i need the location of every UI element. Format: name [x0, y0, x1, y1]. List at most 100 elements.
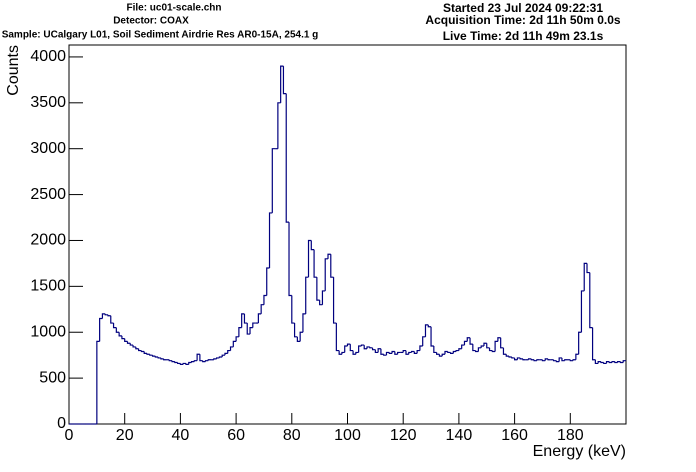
- histogram-bin: [419, 345, 423, 351]
- histogram-bin: [516, 357, 521, 360]
- histogram-bin: [358, 345, 362, 353]
- histogram-bin: [179, 363, 184, 365]
- histogram-bin: [369, 346, 373, 349]
- histogram-bin: [160, 357, 164, 360]
- histogram-bin: [307, 239, 312, 278]
- sample-label: Sample: UCalgary L01, Soil Sediment Aird…: [2, 30, 319, 41]
- histogram-bin: [216, 357, 220, 359]
- x-tick-label: 140: [446, 427, 473, 444]
- histogram-bin: [413, 351, 418, 354]
- histogram-bin: [149, 354, 153, 356]
- histogram-bin: [452, 350, 457, 354]
- histogram-bin: [522, 358, 526, 361]
- histogram-bin: [285, 93, 290, 223]
- histogram-bin: [196, 353, 200, 361]
- histogram-bin: [335, 323, 340, 352]
- histogram-bin: [291, 295, 295, 324]
- histogram-bin: [466, 337, 471, 342]
- histogram-bin: [594, 359, 599, 365]
- histogram-bin: [207, 359, 212, 361]
- histogram-bin: [193, 360, 198, 362]
- histogram-bin: [126, 341, 131, 344]
- histogram-bin: [494, 340, 498, 352]
- histogram-bin: [477, 347, 482, 352]
- histogram-bin: [422, 336, 426, 346]
- histogram-bin: [564, 359, 568, 361]
- started-label: Started 23 Jul 2024 09:22:31: [443, 1, 603, 15]
- histogram-bin: [455, 349, 459, 352]
- histogram-bin: [321, 290, 326, 305]
- histogram-bin: [619, 361, 624, 364]
- histogram-bin: [104, 313, 108, 316]
- histogram-bin: [544, 358, 549, 361]
- x-tick-label: 60: [227, 427, 245, 444]
- histogram-bin: [316, 277, 320, 301]
- histogram-bin: [199, 354, 203, 362]
- y-tick-label: 1500: [30, 278, 66, 295]
- histogram-bin: [296, 336, 301, 343]
- histogram-bin: [558, 357, 562, 362]
- x-tick-label: 40: [172, 427, 190, 444]
- histogram-bin: [305, 276, 309, 314]
- histogram-bin: [530, 358, 535, 361]
- histogram-bin: [380, 348, 384, 355]
- histogram-bin: [402, 349, 406, 353]
- histogram-bin: [578, 331, 582, 355]
- histogram-bin: [575, 353, 579, 360]
- histogram-bin: [433, 345, 437, 354]
- x-tick-label: 180: [557, 427, 584, 444]
- histogram-bin: [319, 300, 323, 306]
- histogram-bin: [232, 340, 237, 347]
- histogram-bin: [163, 358, 167, 361]
- histogram-bin: [332, 277, 337, 324]
- histogram-bin: [96, 340, 100, 424]
- histogram-bin: [405, 350, 409, 355]
- x-tick-label: 0: [65, 427, 74, 444]
- histogram-bin: [438, 354, 443, 357]
- histogram-bin: [107, 314, 111, 317]
- histogram-bin: [110, 315, 114, 324]
- histogram-bin: [115, 327, 120, 333]
- histogram-bin: [190, 360, 195, 363]
- histogram-bin: [185, 363, 189, 365]
- histogram-bin: [99, 317, 103, 342]
- histogram-bin: [135, 346, 139, 350]
- y-tick-label: 2000: [30, 232, 66, 249]
- histogram-bin: [394, 351, 398, 355]
- histogram-bin: [229, 346, 234, 351]
- histogram-bin: [151, 355, 156, 357]
- histogram-bin: [427, 324, 432, 328]
- histogram-bin: [338, 350, 342, 355]
- histogram-bin: [611, 360, 615, 363]
- histogram-bin: [204, 360, 209, 362]
- histogram-bin: [268, 212, 273, 268]
- histogram-bin: [449, 352, 454, 354]
- histogram-bin: [486, 343, 490, 349]
- histogram-bin: [469, 337, 473, 345]
- histogram-bin: [221, 354, 225, 358]
- y-tick-label: 0: [57, 415, 66, 432]
- histogram-bin: [235, 336, 239, 342]
- histogram-bin: [143, 351, 147, 354]
- histogram-bin: [280, 65, 284, 103]
- histogram-bin: [241, 313, 245, 328]
- histogram-bin: [488, 347, 493, 352]
- histogram-bin: [310, 240, 315, 251]
- histogram-bin: [383, 354, 387, 356]
- histogram-bin: [519, 357, 523, 360]
- histogram-bin: [252, 322, 256, 328]
- histogram-bin: [174, 361, 178, 364]
- histogram-bin: [112, 323, 117, 329]
- histogram-bin: [341, 351, 345, 355]
- histogram-bin: [260, 304, 264, 314]
- histogram-bin: [355, 351, 359, 355]
- histogram-bin: [463, 340, 468, 346]
- histogram-bin: [536, 359, 540, 361]
- histogram-bin: [397, 351, 401, 355]
- histogram-bin: [447, 351, 451, 354]
- histogram-bin: [293, 323, 298, 338]
- histogram-bin: [580, 290, 585, 333]
- histogram-bin: [377, 348, 381, 353]
- histogram-bin: [391, 350, 395, 354]
- histogram-bin: [614, 361, 618, 364]
